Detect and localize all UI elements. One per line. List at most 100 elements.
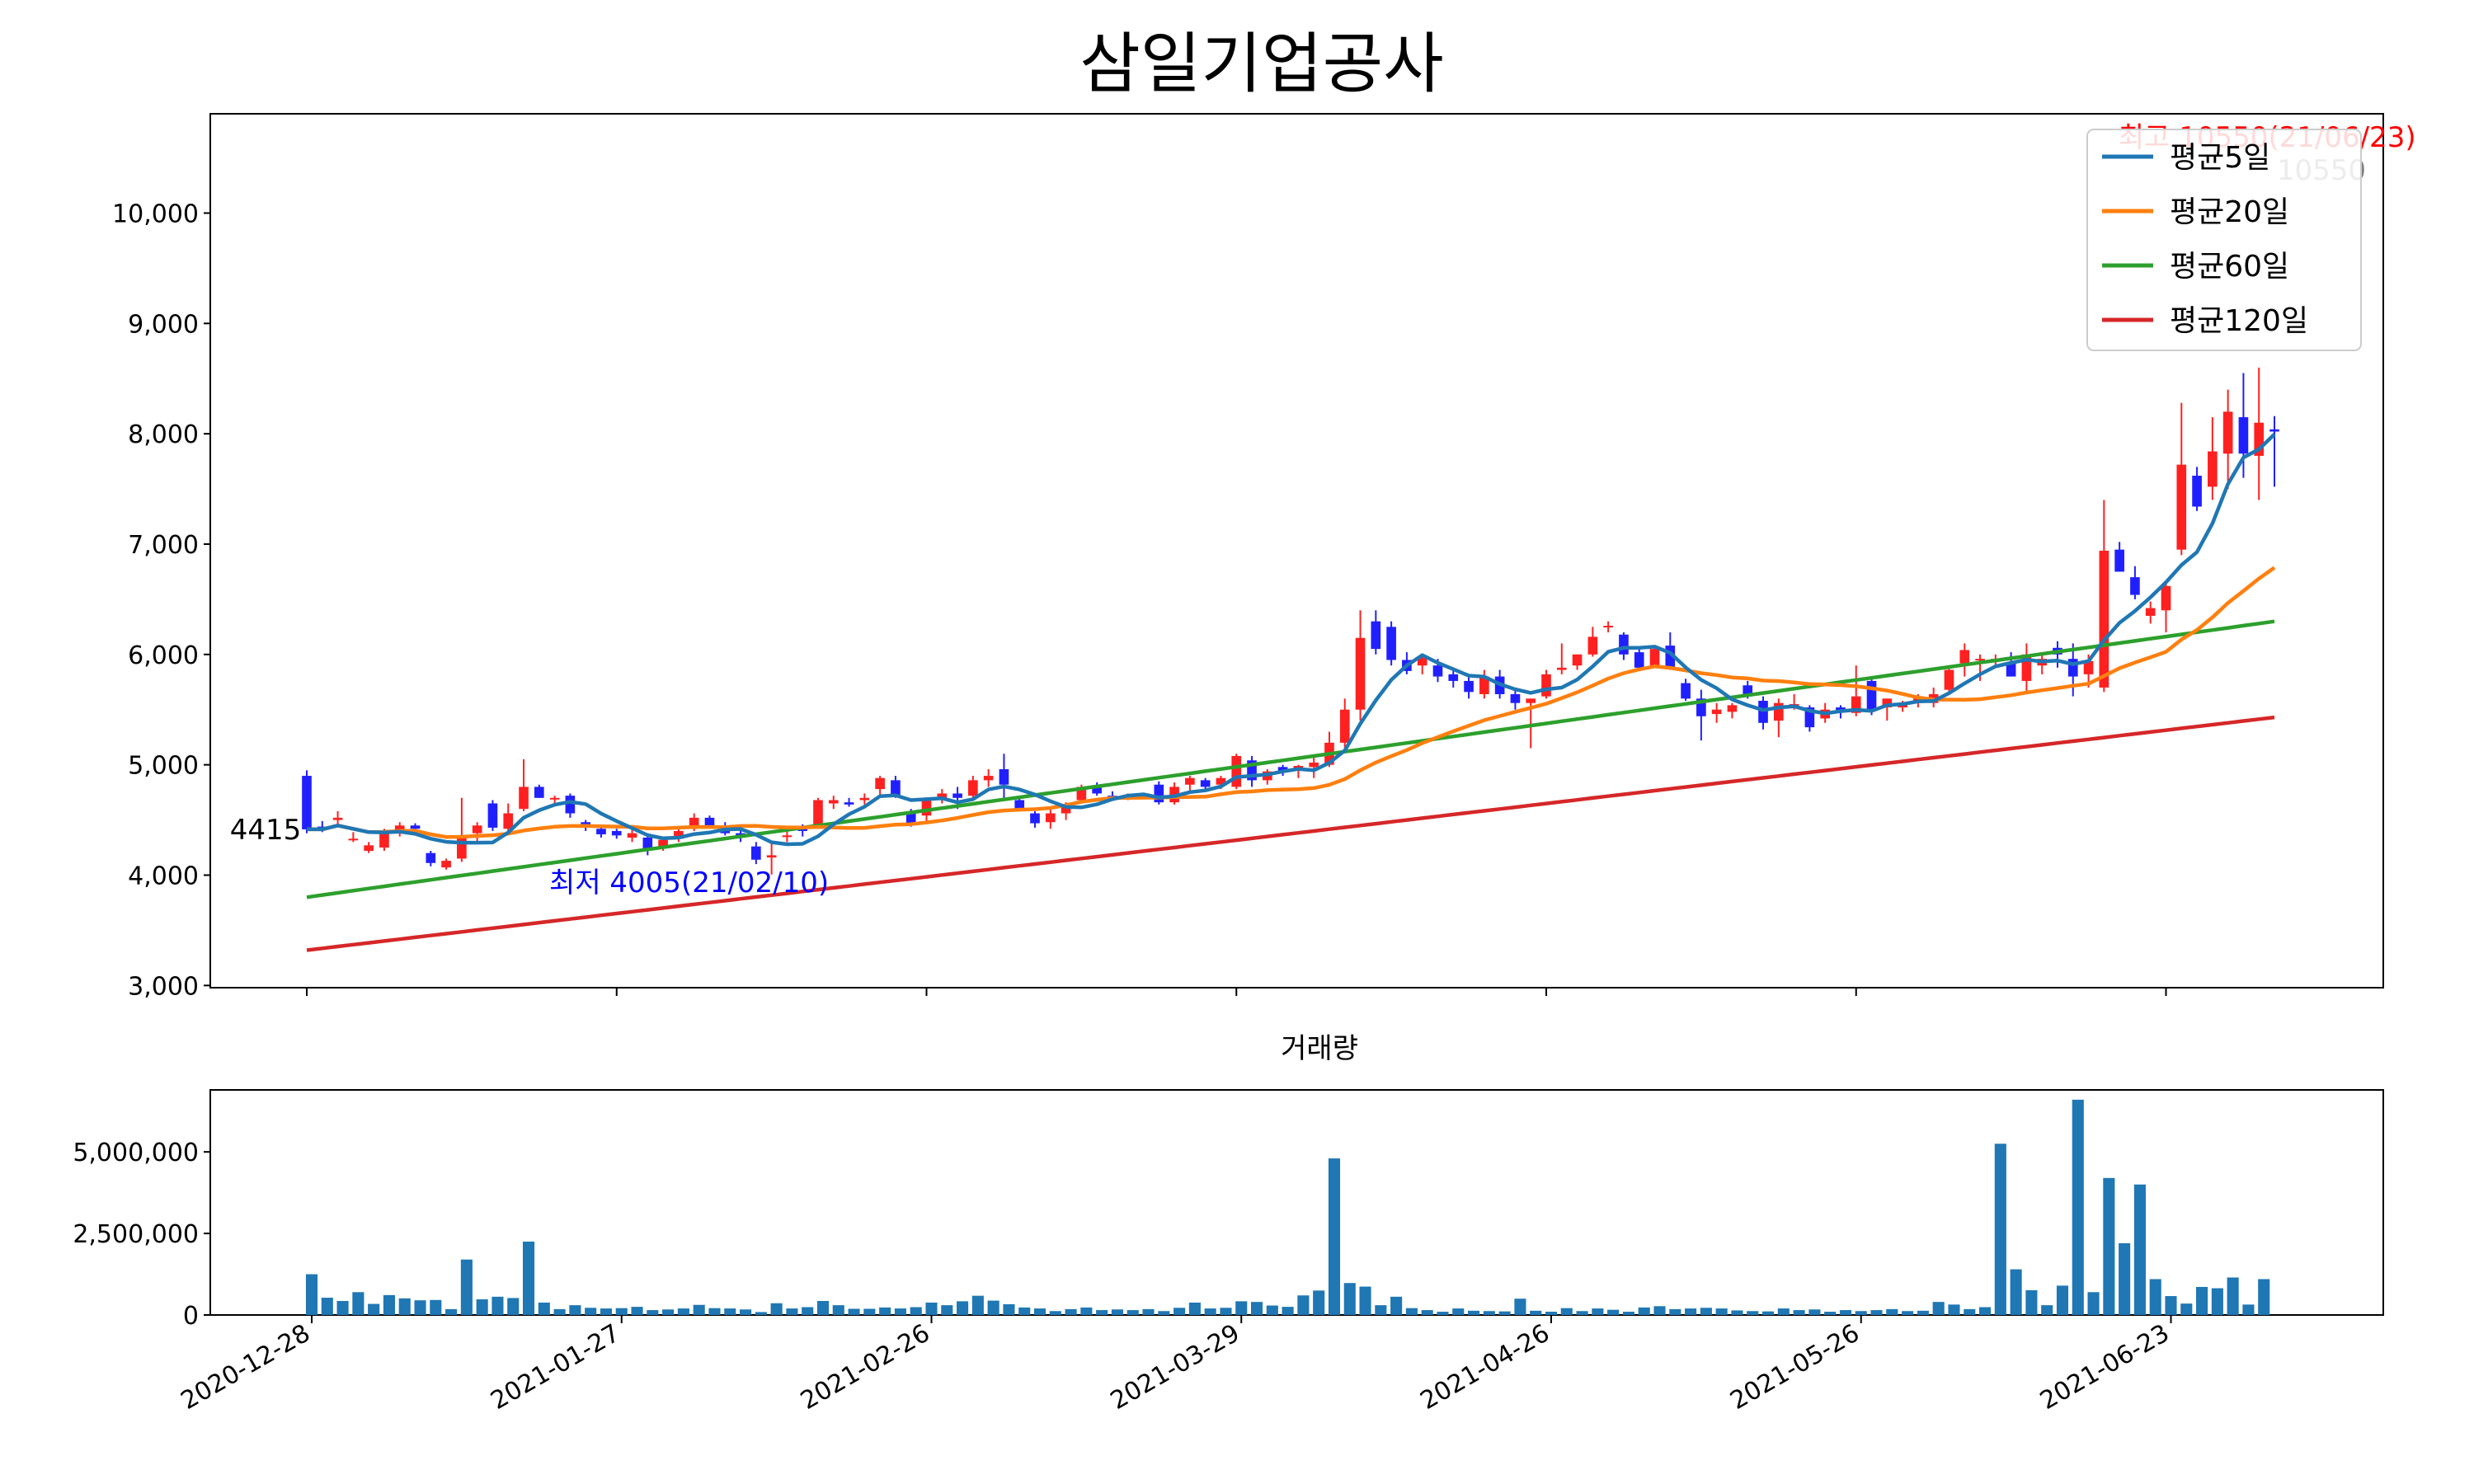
legend-box [2086,129,2362,351]
volume-bar [724,1308,736,1315]
candle [441,858,451,870]
volume-bar [507,1298,520,1315]
volume-bar [321,1298,333,1315]
volume-bar [1158,1311,1170,1315]
volume-bar [1328,1158,1341,1315]
candle [2145,601,2156,624]
candle-body [472,825,482,834]
legend-label: 평균60일 [2170,250,2289,284]
candle-body [487,803,498,828]
volume-bar [553,1308,566,1315]
candle-body [1417,657,1427,666]
volume-bar [1049,1311,1061,1315]
volume-bar [1964,1308,1976,1315]
candle-body [364,845,374,852]
candle-body [952,793,962,798]
volume-bar [1777,1308,1790,1315]
candle [2114,542,2124,572]
volume-bar [708,1308,721,1315]
volume-bar [305,1274,318,1315]
volume-bar [1266,1305,1278,1315]
volume-bar [569,1305,581,1315]
candle [1510,689,1521,710]
volume-y-tick-label: 0 [183,1302,199,1331]
candle-body [766,855,777,858]
candle [1681,679,1691,702]
volume-bar [1003,1303,1015,1315]
candle-body [1185,777,1195,785]
volume-bar [2119,1242,2131,1315]
candle-body [1681,683,1691,699]
candle-body [581,822,590,824]
candle [2021,643,2032,693]
volume-bar [1313,1290,1325,1315]
candle-body [1696,698,1706,716]
candle-body [2238,417,2249,454]
candle-body [1432,665,1443,677]
volume-bar [352,1292,365,1315]
candle-body [1464,680,1474,693]
candle-body [1200,780,1211,787]
candle-body [1649,649,1660,666]
volume-bar [1886,1308,1898,1315]
candle-body [426,852,436,863]
price-y-tick-label: 3,000 [128,972,199,1001]
volume-bar [1855,1311,1867,1315]
candle [472,822,482,843]
volume-bar [414,1300,426,1315]
candle-body [410,825,421,829]
volume-bar [2211,1288,2223,1315]
volume-bar [445,1308,458,1315]
candle-body [1371,621,1381,650]
candle-body [1277,767,1288,772]
candle-body [1154,784,1164,803]
candle-body [2130,577,2140,595]
volume-bar [894,1308,906,1315]
volume-bar [383,1294,395,1315]
volume-bar [1390,1296,1403,1315]
candle [1045,809,1056,829]
volume-bar [1576,1311,1588,1315]
candle [534,784,544,798]
volume-bar [2025,1289,2038,1315]
candle-body [596,829,606,834]
volume-panel: 0 2,500,000 5,000,000 2020-12-28 2021-01-27 2… [73,1089,2384,1416]
candle-body [379,830,389,848]
price-y-tick-label: 5,000 [128,752,199,781]
candle [2192,467,2202,511]
candle-body [2208,451,2218,487]
volume-bar [662,1309,675,1315]
candle [1200,777,1211,790]
candle [1959,643,1970,677]
candle [2269,416,2279,487]
volume-bar [1498,1311,1511,1315]
volume-bar [1359,1286,1371,1315]
volume-bar [538,1302,550,1315]
volume-bar [786,1308,798,1315]
candle-body [2254,422,2265,456]
volume-bar [971,1295,984,1315]
x-tick-label: 2021-03-29 [1106,1319,1244,1416]
x-tick-label: 2021-02-26 [796,1319,934,1416]
candle-body [2067,659,2078,677]
candle [983,769,994,787]
candle-body [642,837,653,849]
volume-bar [941,1305,953,1315]
candle-body [1448,674,1459,681]
candle-body [983,776,994,781]
volume-bar [816,1300,830,1315]
volume-bar [987,1300,999,1315]
volume-bar [1747,1311,1759,1315]
volume-bar [1343,1283,1356,1315]
candle-body [332,817,343,820]
volume-bar [1297,1295,1310,1315]
candle [457,797,467,862]
volume-bar [770,1303,783,1315]
volume-bar [1700,1308,1712,1315]
volume-bar [1560,1308,1573,1315]
candle-body [674,830,684,839]
volume-bar [1250,1302,1263,1315]
price-y-tick-label: 6,000 [128,641,199,670]
volume-bar [2087,1292,2100,1315]
